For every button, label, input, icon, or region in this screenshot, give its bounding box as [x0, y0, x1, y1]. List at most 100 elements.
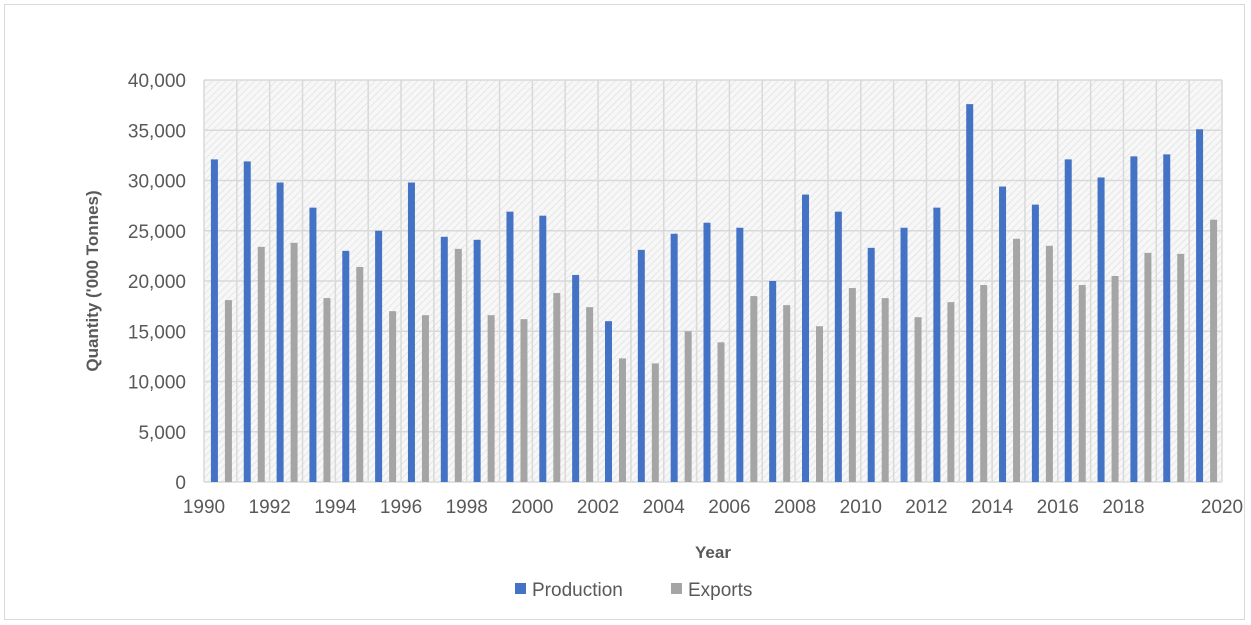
- y-tick-label: 15,000: [128, 322, 186, 343]
- y-tick-label: 10,000: [128, 373, 186, 394]
- bar-exports-2013: [980, 285, 988, 482]
- bar-production-2007: [769, 281, 777, 482]
- bar-production-2008: [802, 194, 810, 482]
- bar-production-2014: [999, 186, 1007, 482]
- legend-label-exports: Exports: [688, 580, 752, 601]
- bar-exports-2020: [1210, 219, 1218, 482]
- x-tick-label: 1996: [380, 497, 422, 518]
- x-tick-label: 2020: [1201, 497, 1243, 518]
- x-tick-label: 1992: [249, 497, 291, 518]
- x-tick-label: 2018: [1102, 497, 1144, 518]
- bar-production-2006: [736, 227, 744, 482]
- bar-production-2018: [1130, 156, 1138, 482]
- bar-exports-2007: [783, 305, 791, 482]
- bar-production-1990: [210, 159, 218, 482]
- bar-production-2001: [572, 274, 580, 482]
- legend-swatch-exports: [671, 583, 682, 594]
- bar-production-1993: [309, 207, 317, 482]
- bar-exports-1993: [323, 298, 331, 482]
- legend: Production Exports: [515, 580, 752, 601]
- bar-exports-2012: [947, 302, 955, 482]
- bar-exports-2017: [1111, 275, 1119, 482]
- x-tick-label: 1994: [314, 497, 357, 518]
- bar-production-2012: [933, 207, 941, 482]
- bar-exports-1990: [224, 300, 232, 482]
- bar-production-1996: [407, 182, 415, 482]
- chart-frame: 0 5,000 10,000 15,000 20,000 25,000 30,000 35,0…: [4, 4, 1245, 620]
- y-tick-label: 0: [175, 473, 186, 494]
- bar-exports-2016: [1078, 285, 1086, 482]
- y-tick-label: 5,000: [138, 423, 186, 444]
- legend-swatch-production: [515, 583, 526, 594]
- bar-production-1992: [276, 182, 284, 482]
- bar-production-2015: [1031, 204, 1039, 482]
- bar-production-1994: [342, 250, 350, 482]
- bar-exports-2008: [816, 326, 824, 482]
- bar-exports-2011: [914, 317, 922, 482]
- bar-exports-2006: [750, 296, 758, 482]
- bar-exports-1994: [356, 266, 364, 482]
- x-tick-label: 1990: [183, 497, 225, 518]
- bar-exports-2000: [553, 293, 561, 482]
- x-tick-label: 1998: [446, 497, 488, 518]
- bar-production-1998: [473, 239, 481, 482]
- bar-exports-1995: [389, 311, 397, 482]
- bar-exports-1998: [487, 315, 495, 482]
- bar-exports-2004: [684, 331, 692, 482]
- bar-production-1999: [506, 211, 514, 482]
- bar-production-2013: [966, 104, 974, 483]
- y-tick-label: 30,000: [128, 172, 186, 193]
- y-tick-label: 25,000: [128, 222, 186, 243]
- bar-production-2000: [539, 215, 547, 483]
- bar-exports-2014: [1013, 238, 1021, 482]
- x-tick-label: 2004: [643, 497, 686, 518]
- bar-production-2005: [703, 222, 711, 482]
- bar-production-2020: [1196, 129, 1204, 482]
- x-axis-title: Year: [695, 543, 731, 562]
- bar-exports-2010: [881, 298, 889, 482]
- bar-exports-2001: [586, 307, 594, 482]
- bar-production-1997: [440, 236, 448, 482]
- bar-production-1991: [243, 161, 251, 482]
- bar-exports-1997: [454, 248, 462, 482]
- bar-production-2011: [900, 227, 908, 482]
- y-axis-title: Quantity ('000 Tonnes): [83, 190, 102, 371]
- x-tick-label: 2006: [708, 497, 750, 518]
- bar-exports-1991: [257, 246, 265, 482]
- x-tick-label: 2016: [1037, 497, 1079, 518]
- y-axis-ticks: 0 5,000 10,000 15,000 20,000 25,000 30,000 35,0…: [128, 71, 186, 494]
- bar-production-2002: [604, 321, 612, 482]
- bar-exports-1992: [290, 242, 298, 482]
- bar-exports-2009: [848, 288, 856, 482]
- y-tick-label: 40,000: [128, 71, 186, 92]
- bar-exports-2002: [618, 358, 626, 482]
- bar-exports-1999: [520, 319, 528, 482]
- bar-chart: 0 5,000 10,000 15,000 20,000 25,000 30,000 35,0…: [83, 71, 1243, 601]
- x-tick-label: 2014: [971, 497, 1014, 518]
- bar-production-2003: [637, 249, 645, 482]
- bar-exports-2005: [717, 342, 725, 482]
- bar-exports-2018: [1144, 252, 1152, 482]
- y-tick-label: 20,000: [128, 272, 186, 293]
- bar-production-2010: [867, 247, 875, 482]
- bar-exports-2019: [1177, 253, 1185, 482]
- x-tick-label: 2010: [840, 497, 882, 518]
- bar-production-2009: [834, 211, 842, 482]
- legend-label-production: Production: [532, 580, 623, 601]
- x-axis-ticks: 1990 1992 1994 1996 1998 2000 2002 2004 2006 2008…: [183, 497, 1243, 518]
- bars: [210, 104, 1218, 483]
- bar-exports-2003: [651, 363, 659, 482]
- bar-exports-2015: [1045, 245, 1053, 482]
- bar-production-1995: [375, 230, 383, 482]
- x-tick-label: 2012: [905, 497, 947, 518]
- bar-production-2004: [670, 233, 678, 482]
- bar-exports-1996: [421, 315, 429, 482]
- gridlines: [203, 79, 1223, 483]
- x-tick-label: 2000: [511, 497, 553, 518]
- bar-production-2016: [1064, 159, 1072, 482]
- x-tick-label: 2002: [577, 497, 619, 518]
- y-tick-label: 35,000: [128, 121, 186, 142]
- bar-production-2017: [1097, 177, 1105, 483]
- x-tick-label: 2008: [774, 497, 816, 518]
- bar-production-2019: [1163, 154, 1171, 482]
